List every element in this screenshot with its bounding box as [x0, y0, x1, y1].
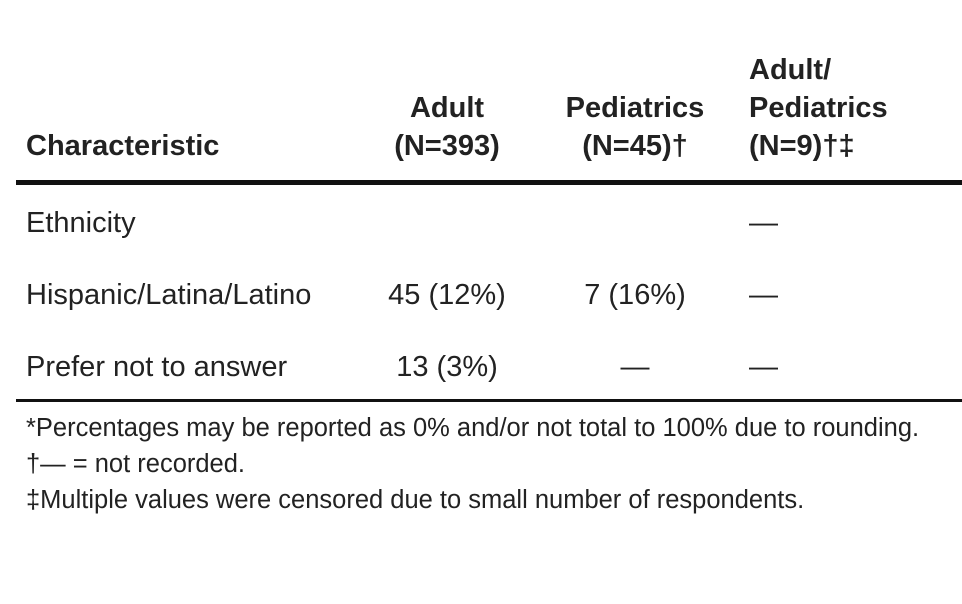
header-adult-line-2: (N=393) [394, 130, 500, 162]
cell-adult-pediatrics: — [749, 279, 778, 311]
header-characteristic: Characteristic [26, 127, 219, 165]
row-label: Prefer not to answer [26, 351, 288, 383]
table-row: Hispanic/Latina/Latino 45 (12%) 7 (16%) … [16, 275, 962, 315]
header-adult-pediatrics-line-3: (N=9)†‡ [749, 130, 855, 162]
footnote-percentages: *Percentages may be reported as 0% and/o… [26, 414, 920, 442]
table-row: Prefer not to answer 13 (3%) — — [16, 347, 962, 387]
header-adult: Adult (N=393) [386, 89, 508, 165]
table-header: Characteristic Adult (N=393) Pediatrics … [16, 0, 962, 185]
header-adult-pediatrics-line-1: Adult/ [749, 54, 832, 86]
header-adult-line-1: Adult [409, 92, 485, 124]
cell-adult: 45 (12%) [388, 279, 506, 311]
cell-pediatrics: — [620, 351, 650, 383]
table-body: Ethnicity — Hispanic/Latina/Latino 45 (1… [16, 185, 962, 402]
footnote-censored: ‡Multiple values were censored due to sm… [26, 486, 805, 514]
header-adult-pediatrics-line-2: Pediatrics [749, 92, 888, 124]
cell-adult: 13 (3%) [396, 351, 498, 383]
footnote-not-recorded: †— = not recorded. [26, 450, 246, 478]
cell-adult-pediatrics: — [749, 351, 778, 383]
demographics-table: Characteristic Adult (N=393) Pediatrics … [16, 0, 962, 402]
row-label: Hispanic/Latina/Latino [26, 279, 312, 311]
header-characteristic-label: Characteristic [26, 130, 220, 162]
table-footnotes: *Percentages may be reported as 0% and/o… [26, 410, 946, 518]
cell-pediatrics: 7 (16%) [584, 279, 686, 311]
header-pediatrics-line-2: (N=45)† [582, 130, 688, 162]
header-pediatrics-line-1: Pediatrics [565, 92, 705, 124]
header-pediatrics: Pediatrics (N=45)† [560, 89, 710, 165]
header-adult-pediatrics: Adult/ Pediatrics (N=9)†‡ [749, 51, 888, 165]
cell-adult-pediatrics: — [749, 207, 778, 239]
row-label: Ethnicity [26, 207, 136, 239]
table-row: Ethnicity — [16, 203, 962, 243]
